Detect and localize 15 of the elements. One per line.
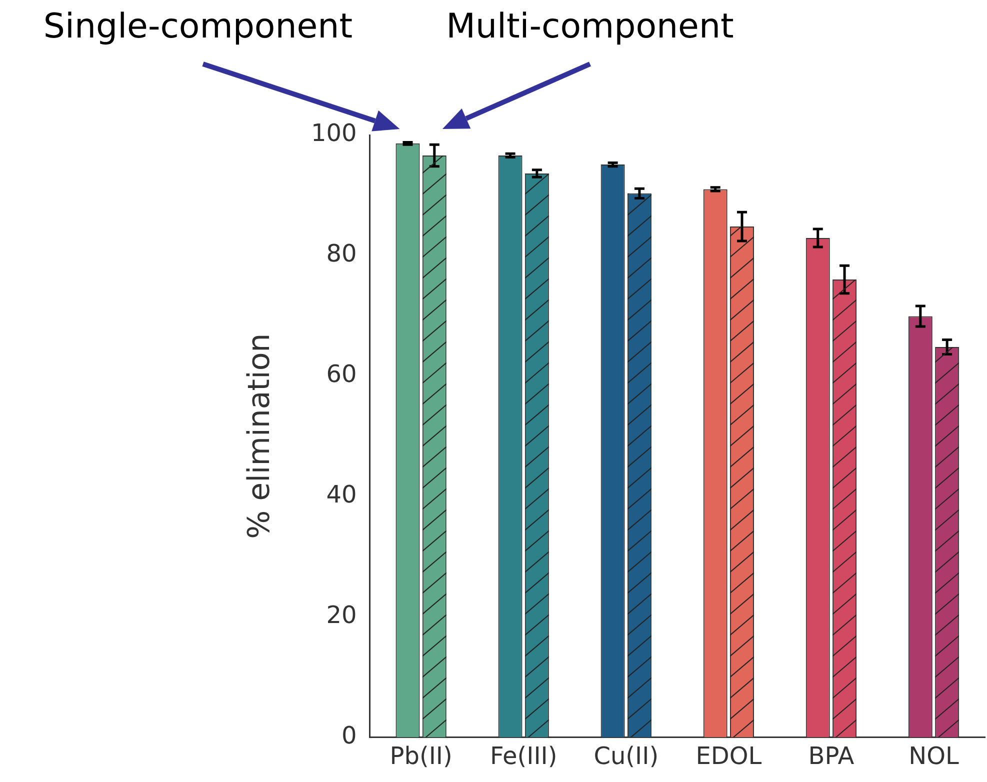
y-tick-label: 20 (326, 600, 357, 629)
x-tick-label: NOL (908, 742, 960, 770)
y-tick-label: 40 (326, 480, 357, 509)
x-tick-label: Pb(II) (390, 742, 452, 770)
y-tick-label: 100 (310, 119, 357, 148)
y-tick-label: 80 (326, 240, 357, 268)
x-tick-label: Cu(II) (594, 742, 659, 770)
x-tick-label: Fe(III) (490, 742, 558, 770)
text: Single-component (43, 6, 353, 46)
y-axis-title: % elimination (242, 333, 277, 539)
x-tick-label: BPA (808, 742, 855, 770)
y-tick-label: 60 (326, 360, 357, 388)
text: Multi-component (446, 6, 734, 46)
y-tick-label: 0 (342, 721, 357, 750)
x-tick-label: EDOL (696, 742, 762, 770)
